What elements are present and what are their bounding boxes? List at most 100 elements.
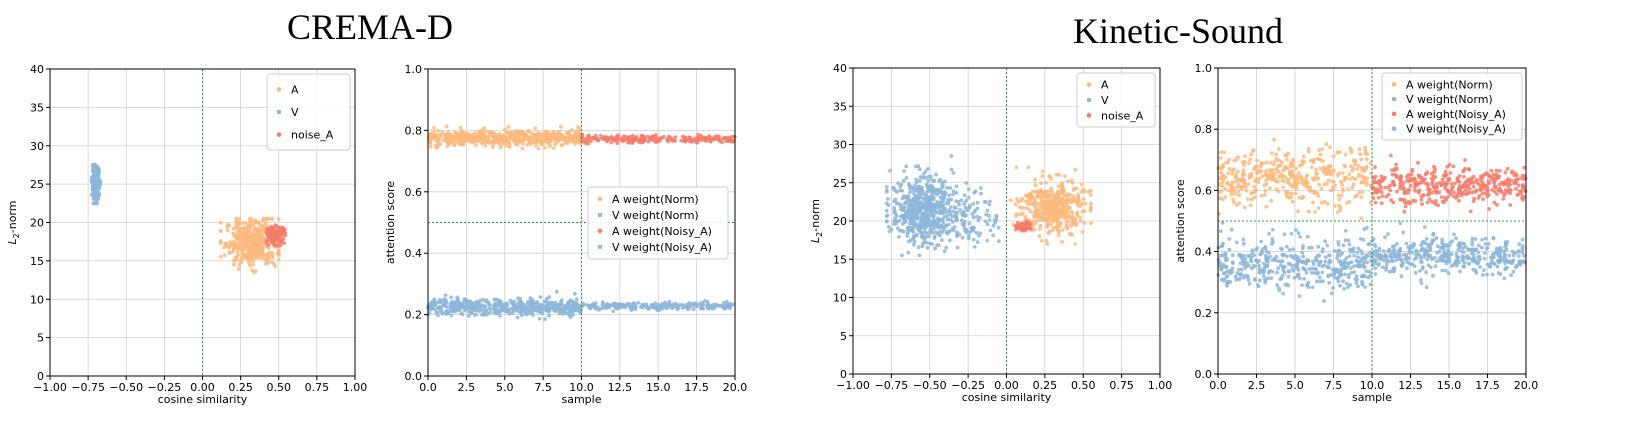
point xyxy=(504,143,508,148)
point xyxy=(1398,186,1403,191)
point xyxy=(1268,254,1272,259)
point xyxy=(1462,168,1466,173)
point xyxy=(1463,192,1468,197)
point xyxy=(1282,179,1286,184)
point xyxy=(559,307,563,312)
point xyxy=(530,134,535,139)
point xyxy=(900,189,904,193)
point xyxy=(570,127,574,132)
point xyxy=(666,305,670,310)
point xyxy=(1402,209,1407,214)
point xyxy=(1365,176,1370,181)
point xyxy=(1081,197,1086,202)
point xyxy=(534,137,538,142)
point xyxy=(485,135,490,140)
point xyxy=(1351,158,1356,163)
point xyxy=(1405,178,1410,183)
point xyxy=(899,202,903,207)
point xyxy=(910,218,915,222)
point xyxy=(1332,272,1336,277)
point xyxy=(1236,189,1241,194)
point xyxy=(1337,248,1342,253)
point xyxy=(979,191,983,196)
point xyxy=(653,301,658,306)
y-tick-label: 15 xyxy=(30,255,44,268)
point xyxy=(987,214,991,218)
group-title-crema-d: CREMA-D xyxy=(286,7,454,47)
point xyxy=(1306,146,1311,151)
point xyxy=(459,311,464,316)
point xyxy=(253,220,258,225)
point xyxy=(605,302,610,307)
point xyxy=(1246,278,1251,282)
point xyxy=(640,304,645,309)
point xyxy=(515,142,520,147)
point xyxy=(1227,166,1232,171)
point xyxy=(90,187,95,192)
point xyxy=(480,312,484,317)
point xyxy=(449,132,454,137)
point xyxy=(915,194,919,198)
point xyxy=(235,250,240,254)
point xyxy=(971,228,975,233)
point xyxy=(511,309,516,314)
point xyxy=(1236,182,1241,187)
point xyxy=(596,138,601,143)
point xyxy=(1038,194,1043,199)
point xyxy=(1390,168,1394,173)
y-tick-label: 0 xyxy=(37,370,44,383)
point xyxy=(283,231,288,236)
point xyxy=(428,141,433,146)
point xyxy=(508,134,513,139)
point xyxy=(939,238,944,243)
point xyxy=(1269,199,1274,203)
point xyxy=(946,199,951,203)
point xyxy=(1045,224,1050,229)
point xyxy=(1322,299,1326,303)
point xyxy=(1297,294,1302,298)
point xyxy=(955,218,959,223)
point xyxy=(1273,179,1278,184)
point xyxy=(1074,223,1078,228)
point xyxy=(1060,203,1065,207)
point xyxy=(1367,241,1372,246)
point xyxy=(228,240,233,245)
point xyxy=(886,203,891,208)
point xyxy=(231,226,236,231)
point xyxy=(1060,181,1064,186)
points xyxy=(426,124,737,322)
point xyxy=(568,310,573,314)
point xyxy=(1040,218,1045,223)
point xyxy=(1338,208,1343,213)
point xyxy=(264,257,269,262)
point xyxy=(1367,269,1372,274)
point xyxy=(437,305,442,309)
point xyxy=(1462,174,1466,179)
point xyxy=(1359,180,1364,185)
point xyxy=(901,179,906,183)
point xyxy=(261,247,265,252)
point xyxy=(218,239,223,243)
point xyxy=(249,248,254,253)
point xyxy=(1046,189,1051,194)
point xyxy=(428,144,433,149)
point xyxy=(1292,185,1297,189)
point xyxy=(1350,185,1355,190)
point xyxy=(1041,199,1046,204)
point xyxy=(920,233,925,238)
point xyxy=(242,247,247,252)
point xyxy=(1265,259,1269,264)
point xyxy=(1486,179,1491,184)
point xyxy=(1360,190,1365,195)
point xyxy=(1013,202,1018,207)
legend-label: V weight(Noisy_A) xyxy=(612,241,712,254)
point xyxy=(543,139,548,144)
point xyxy=(540,303,545,308)
point xyxy=(1257,278,1262,283)
y-tick-label: 0.6 xyxy=(405,186,423,199)
point xyxy=(235,233,240,238)
point xyxy=(1261,273,1266,278)
point xyxy=(914,212,919,217)
point xyxy=(940,218,945,223)
